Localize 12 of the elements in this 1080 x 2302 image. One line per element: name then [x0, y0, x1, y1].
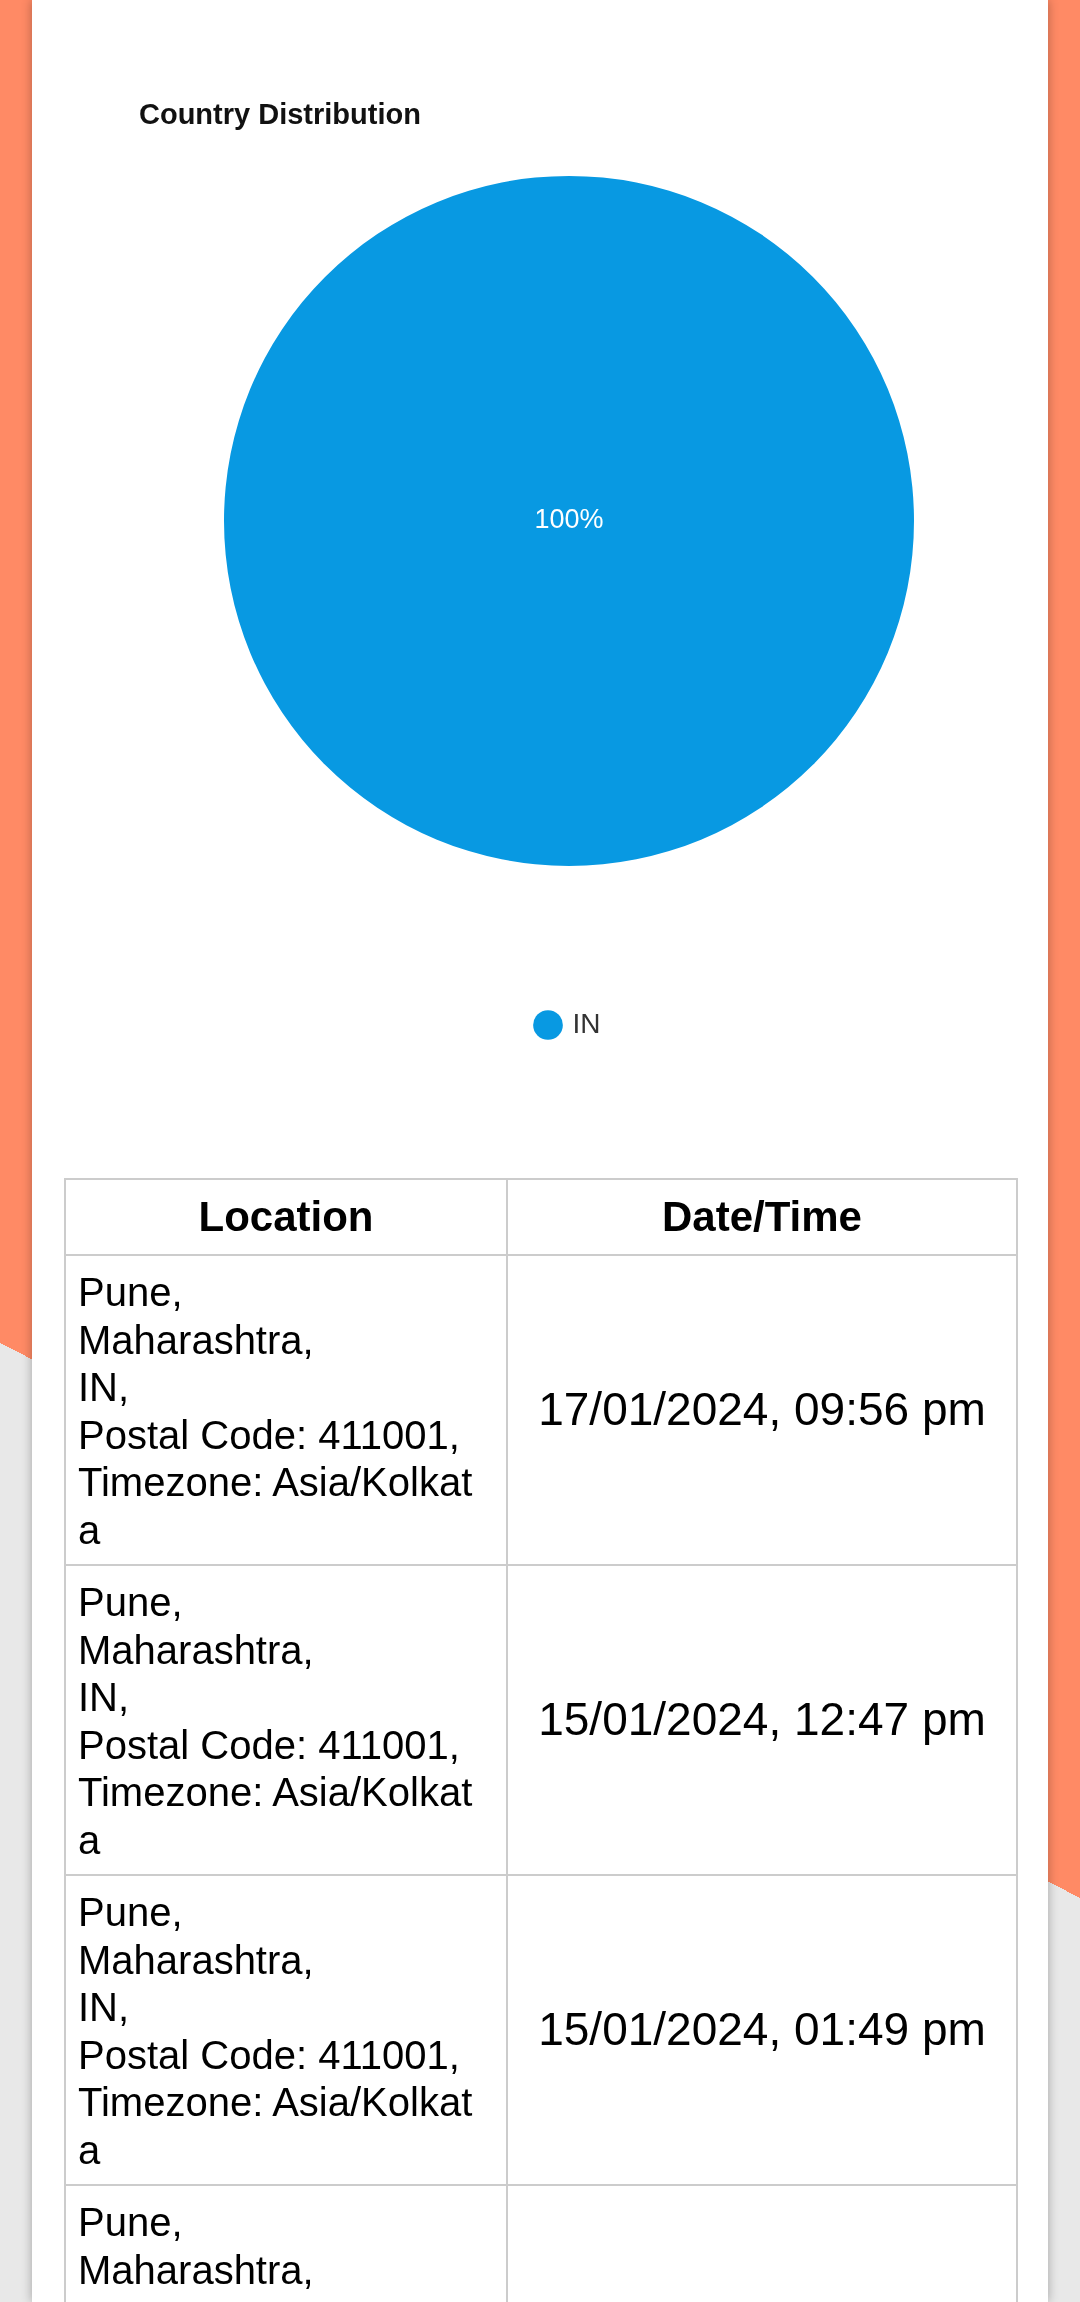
category-label: Date/Time: [507, 1179, 1017, 1255]
text: Pune, Maharashtra, IN, Postal Code: 411001, Timezone: Asia/Kolkata: [65, 1875, 507, 2185]
text: Pune, Maharashtra,: [65, 2185, 507, 2302]
text: 17/01/2024, 09:56 pm: [507, 1255, 1017, 1565]
legend-label: IN: [572, 1007, 601, 1039]
chart-title: Country Distribution: [139, 98, 421, 131]
category-label: Location: [65, 1179, 507, 1255]
text: Pune, Maharashtra, IN, Postal Code: 411001, Timezone: Asia/Kolkata: [65, 1565, 507, 1875]
text: Pune, Maharashtra, IN, Postal Code: 411001, Timezone: Asia/Kolkata: [65, 1255, 507, 1565]
data-label: 100%: [534, 504, 604, 535]
text: 15/01/2024, 12:47 pm: [507, 1565, 1017, 1875]
text: 15/01/2024, 01:49 pm: [507, 1875, 1017, 2185]
